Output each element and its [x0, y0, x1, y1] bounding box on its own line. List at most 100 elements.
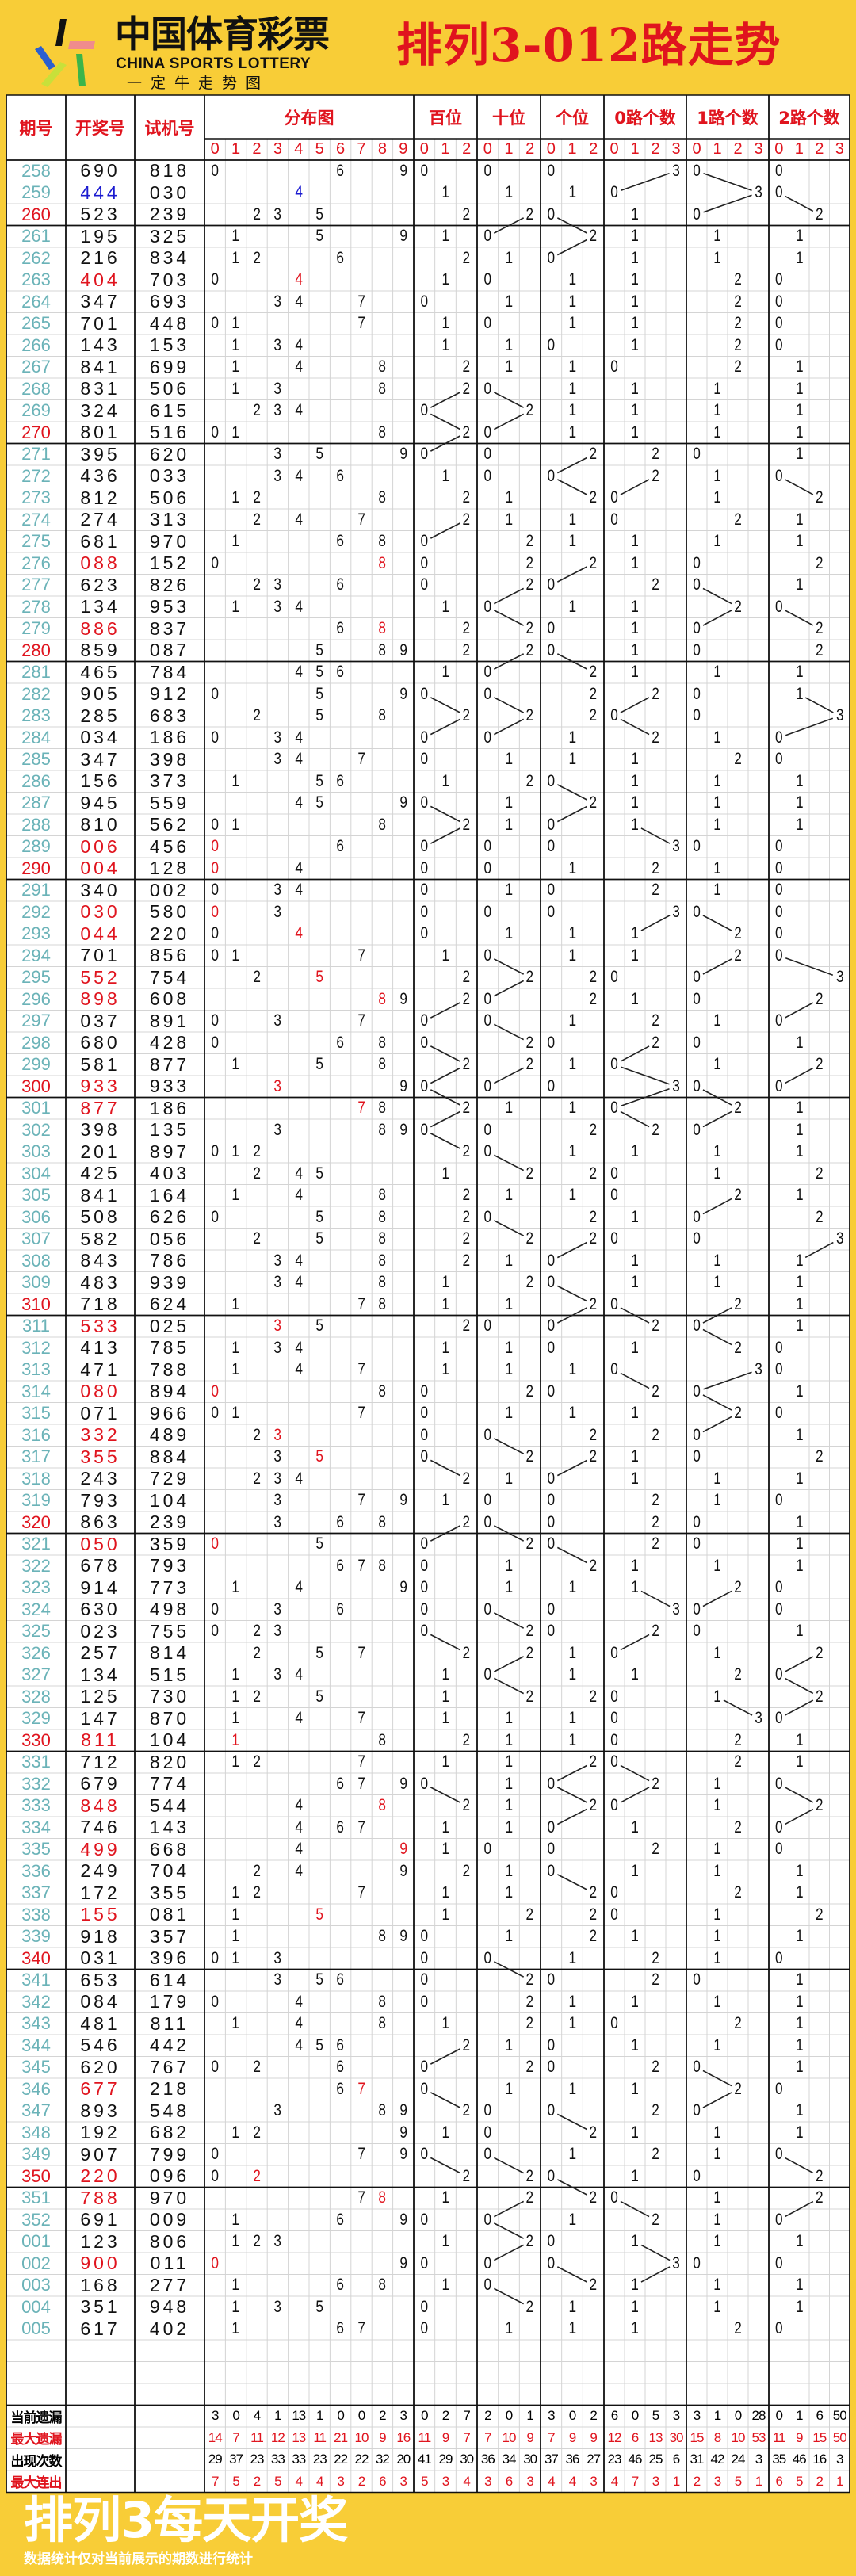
route-mark: 0	[420, 684, 429, 703]
distribution-mark: 8	[378, 989, 387, 1008]
distribution-mark: 1	[231, 2297, 240, 2316]
distribution-mark: 1	[231, 227, 240, 246]
stats-value: 0	[357, 2408, 365, 2424]
route-mark: 0	[483, 227, 492, 246]
route-count-mark: 1	[631, 1142, 639, 1161]
draw-number: 347	[80, 748, 120, 770]
route-mark: 1	[441, 2276, 449, 2295]
test-number: 786	[149, 1250, 190, 1271]
route-count-mark: 1	[713, 466, 721, 485]
route-count-mark: 0	[774, 1817, 783, 1836]
test-number: 970	[149, 530, 190, 552]
draw-number: 351	[80, 2296, 120, 2318]
issue-number: 303	[21, 1141, 51, 1162]
distribution-mark: 3	[273, 1469, 282, 1488]
route-mark: 2	[462, 968, 471, 987]
header-sub-col: 2	[525, 140, 535, 158]
issue-number: 317	[21, 1447, 51, 1467]
route-count-mark: 1	[713, 2276, 721, 2295]
distribution-mark: 5	[315, 1687, 323, 1706]
route-mark: 2	[525, 2166, 534, 2185]
trend-line	[556, 2179, 588, 2196]
route-mark: 2	[525, 1447, 534, 1466]
route-mark: 0	[483, 422, 492, 441]
route-count-mark: 1	[713, 793, 721, 812]
distribution-mark: 8	[378, 532, 387, 551]
draw-number: 413	[80, 1337, 120, 1359]
issue-number: 272	[21, 465, 51, 486]
route-mark: 2	[589, 663, 598, 682]
route-count-mark: 1	[795, 2123, 804, 2142]
distribution-mark: 1	[231, 2319, 240, 2338]
route-mark: 1	[568, 2145, 576, 2164]
route-count-mark: 2	[734, 1294, 742, 1313]
test-number: 870	[149, 1707, 190, 1729]
distribution-mark: 8	[378, 422, 387, 441]
trend-line	[556, 217, 588, 234]
distribution-mark: 7	[357, 1491, 365, 1510]
stats-value: 1	[315, 2408, 323, 2424]
issue-number: 313	[21, 1359, 51, 1380]
route-count-mark: 1	[713, 1556, 721, 1575]
distribution-mark: 1	[231, 946, 240, 965]
trend-line	[702, 1307, 732, 1324]
distribution-mark: 2	[253, 2123, 261, 2142]
distribution-mark: 3	[273, 750, 282, 769]
distribution-mark: 4	[294, 597, 303, 616]
issue-number: 312	[21, 1337, 51, 1358]
stats-value: 2	[693, 2473, 701, 2489]
trend-line	[804, 1241, 834, 1259]
distribution-mark: 6	[336, 575, 345, 594]
route-count-mark: 2	[734, 1730, 742, 1749]
trend-line	[493, 217, 525, 234]
stats-value: 3	[211, 2408, 219, 2424]
route-count-mark: 0	[774, 314, 783, 333]
route-count-mark: 1	[631, 2079, 639, 2098]
trend-line	[785, 1808, 814, 1825]
route-count-mark: 2	[734, 357, 742, 376]
trend-line	[785, 479, 814, 495]
route-mark: 1	[568, 946, 576, 965]
route-mark: 0	[483, 597, 492, 616]
route-mark: 0	[547, 248, 556, 267]
stats-value: 3	[713, 2473, 721, 2489]
trend-line	[785, 957, 834, 976]
draw-number: 841	[80, 356, 120, 377]
issue-number: 297	[21, 1011, 51, 1031]
route-count-mark: 1	[631, 2297, 639, 2316]
distribution-mark: 6	[336, 663, 345, 682]
route-count-mark: 0	[610, 1687, 618, 1706]
distribution-mark: 1	[231, 2014, 240, 2033]
route-count-mark: 1	[631, 597, 639, 616]
route-count-mark: 2	[652, 1033, 659, 1052]
test-number: 933	[149, 1076, 190, 1097]
distribution-mark: 9	[399, 161, 407, 180]
route-count-mark: 1	[631, 989, 639, 1008]
route-mark: 0	[547, 1861, 556, 1880]
test-number: 939	[149, 1271, 190, 1293]
route-count-mark: 1	[631, 401, 639, 420]
issue-number: 335	[21, 1839, 51, 1859]
test-number: 030	[149, 182, 190, 203]
distribution-mark: 1	[231, 2123, 240, 2142]
route-mark: 1	[568, 183, 576, 202]
route-mark: 0	[420, 1927, 429, 1946]
trend-line	[702, 1110, 732, 1128]
route-count-mark: 0	[774, 1774, 783, 1793]
route-mark: 1	[568, 2014, 576, 2033]
route-count-mark: 0	[610, 1055, 618, 1074]
trend-line	[430, 2157, 461, 2174]
draw-number: 746	[80, 1817, 120, 1838]
distribution-mark: 4	[294, 1861, 303, 1880]
distribution-mark: 1	[231, 1186, 240, 1205]
issue-number: 311	[21, 1316, 51, 1336]
route-count-mark: 1	[713, 1840, 721, 1859]
draw-number: 811	[81, 1729, 120, 1751]
trend-line	[493, 2287, 525, 2305]
test-number: 704	[149, 1860, 190, 1882]
trend-line	[556, 1546, 588, 1564]
draw-number: 617	[80, 2318, 120, 2339]
route-count-mark: 1	[631, 1556, 639, 1575]
stats-label: 出现次数	[10, 2453, 63, 2470]
route-mark: 0	[420, 793, 429, 812]
